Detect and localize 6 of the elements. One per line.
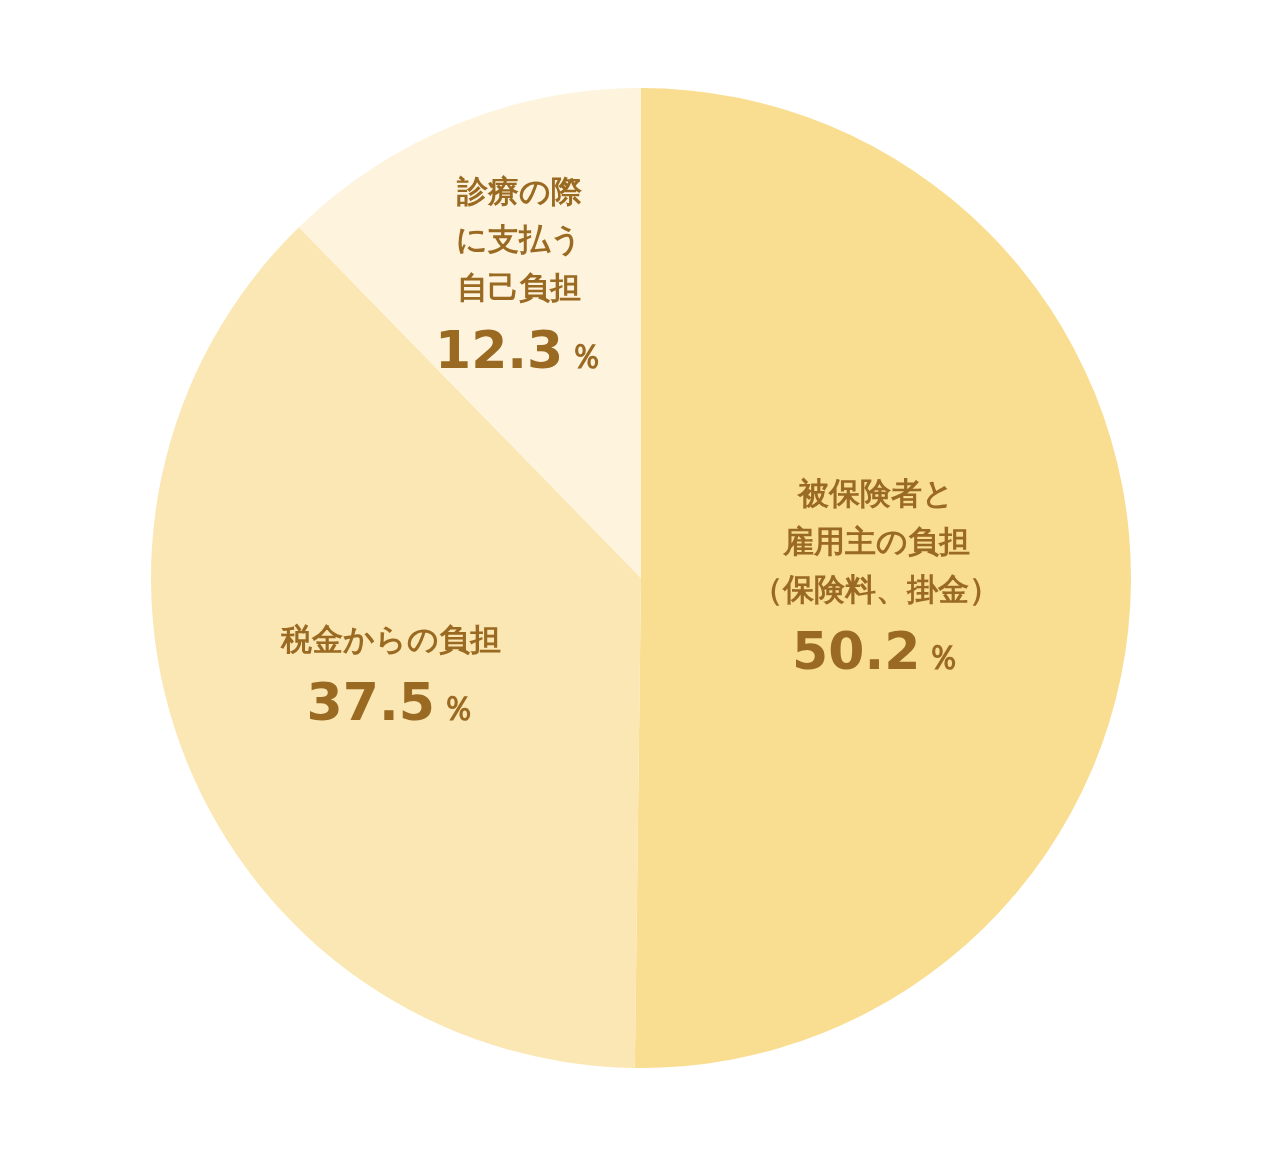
data-label: 50.2％ <box>792 621 961 682</box>
slice-label: 税金からの負担 <box>279 621 501 658</box>
slice-label: 被保険者と雇用主の負担（保険料、掛金） <box>752 474 1001 607</box>
data-label: 12.3％ <box>434 320 604 381</box>
slice-label: 診療の際に支払う自己負担 <box>455 173 583 306</box>
data-label: 37.5％ <box>306 672 475 732</box>
